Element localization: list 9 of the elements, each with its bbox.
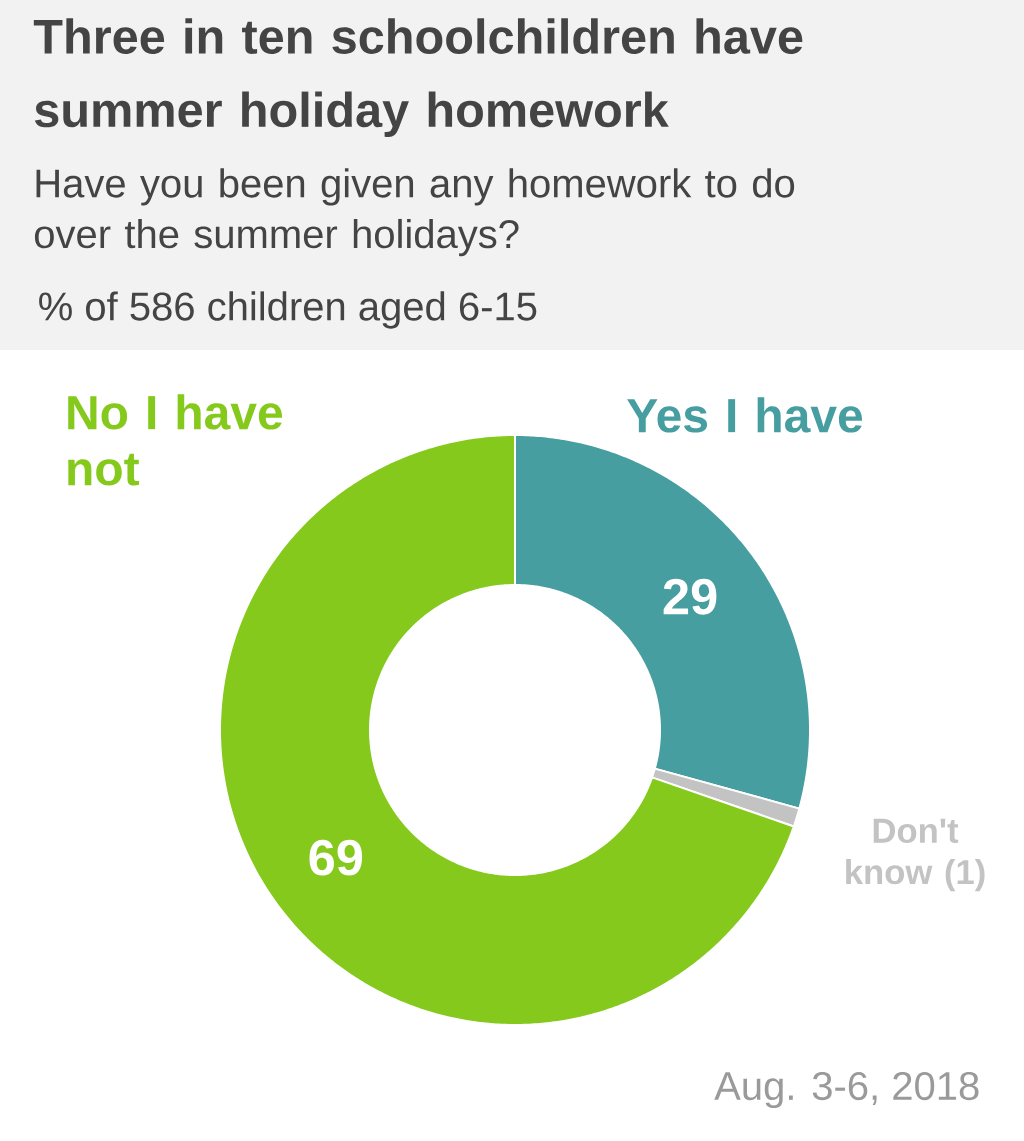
text: % of 586 children aged 6-15: [39, 291, 537, 329]
chart-title: Three in ten schoolchildren have summer holiday homework: [33, 18, 803, 137]
data-label: 69: [309, 839, 363, 876]
chart-subtitle: Have you been given any homework to do over the summer holidays?: [34, 168, 795, 257]
slice-label: Don't know (1): [846, 818, 985, 892]
data-label: 29: [663, 578, 717, 615]
slice-label: Yes I have: [627, 397, 863, 433]
text: Aug. 3-6, 2018: [714, 1071, 979, 1109]
slice-label: No I have not: [68, 394, 283, 486]
